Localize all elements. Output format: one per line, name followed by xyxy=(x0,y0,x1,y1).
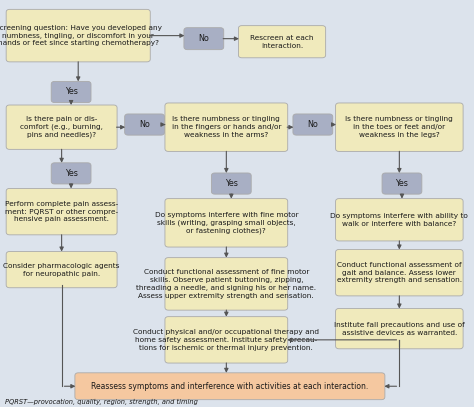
Text: No: No xyxy=(308,120,318,129)
Text: Is there numbness or tingling
in the fingers or hands and/or
weakness in the arm: Is there numbness or tingling in the fin… xyxy=(172,116,281,138)
Text: Is there pain or dis-
comfort (e.g., burning,
pins and needles)?: Is there pain or dis- comfort (e.g., bur… xyxy=(20,116,103,138)
Text: Do symptoms interfere with fine motor
skills (writing, grasping small objects,
o: Do symptoms interfere with fine motor sk… xyxy=(155,212,298,234)
FancyBboxPatch shape xyxy=(336,309,463,349)
Text: Is there numbness or tingling
in the toes or feet and/or
weakness in the legs?: Is there numbness or tingling in the toe… xyxy=(346,116,453,138)
Text: Perform complete pain assess-
ment: PQRST or other compre-
hensive pain assessme: Perform complete pain assess- ment: PQRS… xyxy=(5,201,118,222)
FancyBboxPatch shape xyxy=(165,199,288,247)
FancyBboxPatch shape xyxy=(6,9,150,62)
Text: Institute fall precautions and use of
assistive devices as warranted.: Institute fall precautions and use of as… xyxy=(334,322,465,335)
FancyBboxPatch shape xyxy=(211,173,251,194)
FancyBboxPatch shape xyxy=(75,373,385,400)
Text: Reassess symptoms and interference with activities at each interaction.: Reassess symptoms and interference with … xyxy=(91,382,368,391)
FancyBboxPatch shape xyxy=(336,103,463,151)
FancyBboxPatch shape xyxy=(165,103,288,151)
Text: Consider pharmacologic agents
for neuropathic pain.: Consider pharmacologic agents for neurop… xyxy=(3,263,120,276)
Text: Conduct physical and/or occupational therapy and
home safety assessment. Institu: Conduct physical and/or occupational the… xyxy=(133,329,319,350)
FancyBboxPatch shape xyxy=(165,317,288,363)
Text: PQRST—provocation, quality, region, strength, and timing: PQRST—provocation, quality, region, stre… xyxy=(5,399,198,405)
Text: Rescreen at each
interaction.: Rescreen at each interaction. xyxy=(250,35,314,48)
Text: Conduct functional assessment of fine motor
skills. Observe patient buttoning, z: Conduct functional assessment of fine mo… xyxy=(136,269,317,298)
FancyBboxPatch shape xyxy=(6,252,117,288)
FancyBboxPatch shape xyxy=(184,28,224,50)
FancyBboxPatch shape xyxy=(336,249,463,296)
FancyBboxPatch shape xyxy=(382,173,422,194)
Text: Conduct functional assessment of
gait and balance. Assess lower
extremity streng: Conduct functional assessment of gait an… xyxy=(337,262,462,283)
FancyBboxPatch shape xyxy=(6,105,117,149)
FancyBboxPatch shape xyxy=(125,114,164,135)
Text: Yes: Yes xyxy=(64,88,78,96)
Text: Do symptoms interfere with ability to
walk or interfere with balance?: Do symptoms interfere with ability to wa… xyxy=(330,213,468,227)
FancyBboxPatch shape xyxy=(6,188,117,235)
FancyBboxPatch shape xyxy=(165,258,288,310)
FancyBboxPatch shape xyxy=(51,163,91,184)
FancyBboxPatch shape xyxy=(336,199,463,241)
Text: No: No xyxy=(199,34,209,43)
Text: Yes: Yes xyxy=(225,179,238,188)
Text: Yes: Yes xyxy=(395,179,409,188)
FancyBboxPatch shape xyxy=(51,81,91,103)
Text: No: No xyxy=(139,120,150,129)
FancyBboxPatch shape xyxy=(238,26,326,58)
Text: Yes: Yes xyxy=(64,169,78,178)
FancyBboxPatch shape xyxy=(293,114,333,135)
Text: Screening question: Have you developed any
numbness, tingling, or discomfort in : Screening question: Have you developed a… xyxy=(0,25,162,46)
